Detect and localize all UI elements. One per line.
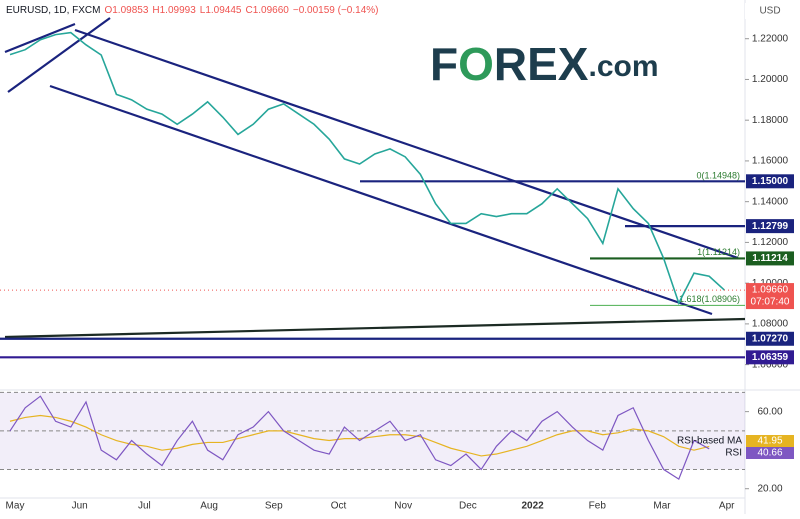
y-tick-label: 1.12000	[752, 237, 789, 248]
level-label: 1.07270	[752, 333, 789, 344]
x-tick-label: Apr	[719, 501, 735, 512]
x-tick-label: Nov	[394, 501, 412, 512]
level-label: 1.11214	[752, 253, 788, 264]
trend-lines	[4, 17, 739, 316]
y-tick-label: 60.00	[757, 406, 782, 417]
logo-part: REX	[494, 38, 589, 90]
x-tick-label: Jul	[138, 501, 151, 512]
y-tick-label: 1.22000	[752, 33, 789, 44]
ohlc: C1.09660	[245, 5, 289, 16]
last-price-box	[746, 283, 794, 310]
countdown: 07:07:40	[751, 297, 790, 308]
level-label: 1.15000	[752, 176, 789, 187]
logo-part: F	[430, 38, 458, 90]
last-price-label: 1.09660	[752, 285, 789, 296]
y-tick-label: 1.06000	[752, 359, 789, 370]
legend-value-box	[746, 447, 794, 459]
channel-lower	[49, 84, 713, 316]
ohlc: −0.00159 (−0.14%)	[293, 5, 379, 16]
legend-header: EURUSD, 1D, FXCM O1.09853 H1.09993 L1.09445…	[6, 5, 378, 16]
series-line	[9, 395, 710, 480]
x-tick-label: 2022	[521, 501, 544, 512]
y-tick-label: 1.18000	[752, 115, 789, 126]
legend-name: RSI	[725, 448, 742, 459]
level-box	[746, 350, 794, 365]
ohlc: L1.09445	[200, 5, 242, 16]
x-tick-label: Jun	[72, 501, 88, 512]
logo: FOREX.com	[430, 38, 659, 90]
level-box	[746, 331, 794, 346]
logo-part: .com	[588, 50, 658, 83]
x-tick-label: Mar	[653, 501, 671, 512]
y-tick-label: 1.20000	[752, 74, 789, 85]
legend-name: RSI-based MA	[677, 436, 742, 447]
y-tick-label: 1.08000	[752, 319, 789, 330]
level-label: 1.12799	[752, 221, 789, 232]
fib-label: 1(1.11214)	[697, 247, 740, 257]
support-line	[4, 317, 746, 339]
channel-upper	[74, 28, 739, 260]
y-tick-label: 1.14000	[752, 196, 789, 207]
level-box	[746, 251, 794, 266]
level-label: 1.06359	[752, 352, 789, 363]
series-line	[9, 414, 710, 457]
fib-label: 0(1.14948)	[696, 171, 740, 181]
legend-value: 41.95	[757, 436, 782, 447]
x-tick-label: Oct	[331, 501, 347, 512]
x-tick-label: Feb	[589, 501, 607, 512]
level-box	[746, 219, 794, 234]
y-tick-label: 20.00	[757, 483, 782, 494]
x-tick-label: Dec	[459, 501, 477, 512]
currency: USD	[759, 6, 780, 17]
wedge-upper	[4, 22, 76, 54]
currency-box	[745, 3, 785, 19]
y-tick-label: 1.16000	[752, 156, 789, 167]
fib-label: 1.618(1.08906)	[679, 294, 740, 304]
x-tick-label: Sep	[265, 501, 283, 512]
level-box	[746, 174, 794, 189]
legend-value-box	[746, 435, 794, 447]
legend-value: 40.66	[757, 448, 782, 459]
ohlc: O1.09853	[104, 5, 148, 16]
logo-part: O	[458, 38, 494, 90]
ohlc: H1.09993	[152, 5, 196, 16]
x-tick-label: Aug	[200, 501, 218, 512]
wedge-lower	[7, 17, 111, 93]
symbol: EURUSD, 1D, FXCM	[6, 5, 100, 16]
price-line	[9, 31, 725, 306]
x-tick-label: May	[6, 501, 25, 512]
